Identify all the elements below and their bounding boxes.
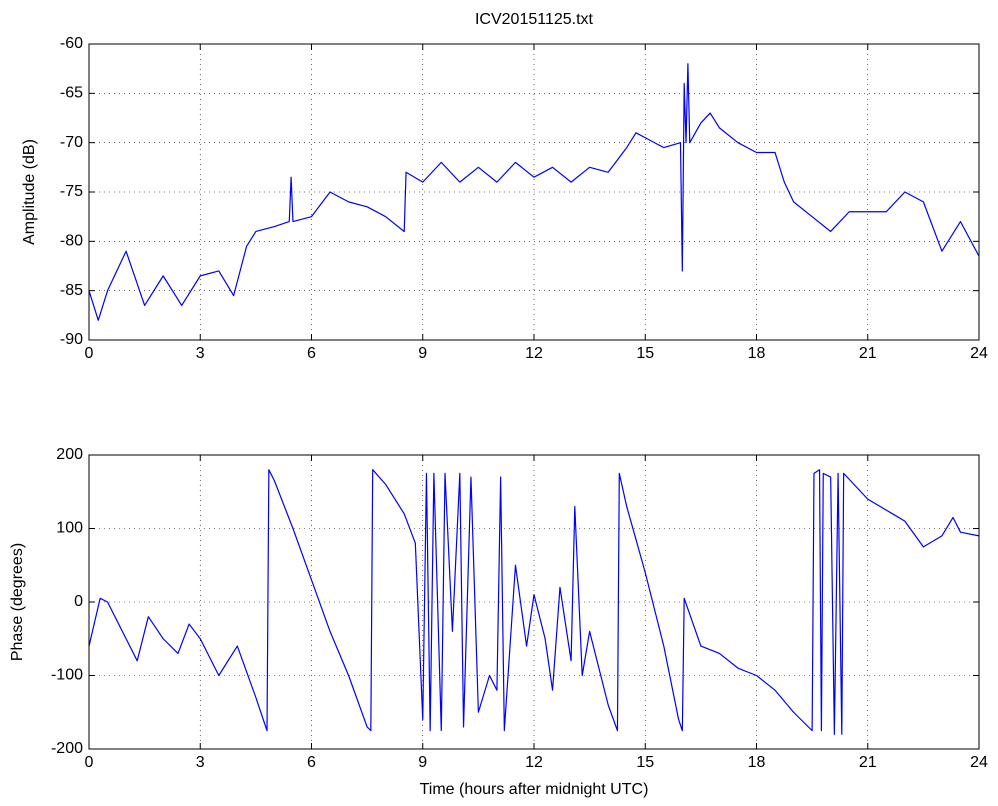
x-tick-label: 0 <box>85 754 94 771</box>
chart-title: ICV20151125.txt <box>475 11 594 28</box>
x-tick-label: 9 <box>418 345 427 362</box>
y-tick-label: -80 <box>60 233 83 250</box>
x-tick-label: 3 <box>196 754 205 771</box>
y-axis-label: Phase (degrees) <box>9 543 26 661</box>
y-axis-label: Amplitude (dB) <box>21 139 38 245</box>
x-tick-label: 6 <box>307 345 316 362</box>
y-tick-label: -90 <box>60 331 83 348</box>
x-tick-label: 18 <box>748 345 766 362</box>
axes-frame <box>88 43 980 341</box>
y-tick-label: -200 <box>51 740 83 757</box>
x-tick-label: 12 <box>525 345 543 362</box>
x-tick-label: 18 <box>748 754 766 771</box>
y-tick-label: -100 <box>51 667 83 684</box>
x-tick-label: 0 <box>85 345 94 362</box>
y-tick-label: -70 <box>60 134 83 151</box>
x-tick-label: 21 <box>859 754 877 771</box>
x-tick-label: 6 <box>307 754 316 771</box>
x-axis-label: Time (hours after midnight UTC) <box>420 781 649 798</box>
y-tick-label: 100 <box>56 520 83 537</box>
y-tick-label: -85 <box>60 282 83 299</box>
y-tick-label: -65 <box>60 85 83 102</box>
y-tick-label: 0 <box>74 593 83 610</box>
y-tick-label: 200 <box>56 446 83 463</box>
x-tick-label: 21 <box>859 345 877 362</box>
data-line <box>88 63 980 321</box>
x-tick-label: 12 <box>525 754 543 771</box>
x-tick-label: 9 <box>418 754 427 771</box>
y-tick-label: -60 <box>60 35 83 52</box>
x-tick-label: 15 <box>636 345 654 362</box>
x-tick-label: 24 <box>970 754 988 771</box>
data-line <box>88 469 980 735</box>
x-tick-label: 15 <box>636 754 654 771</box>
x-tick-label: 24 <box>970 345 988 362</box>
axes-frame <box>88 454 980 750</box>
x-tick-label: 3 <box>196 345 205 362</box>
y-tick-label: -75 <box>60 183 83 200</box>
